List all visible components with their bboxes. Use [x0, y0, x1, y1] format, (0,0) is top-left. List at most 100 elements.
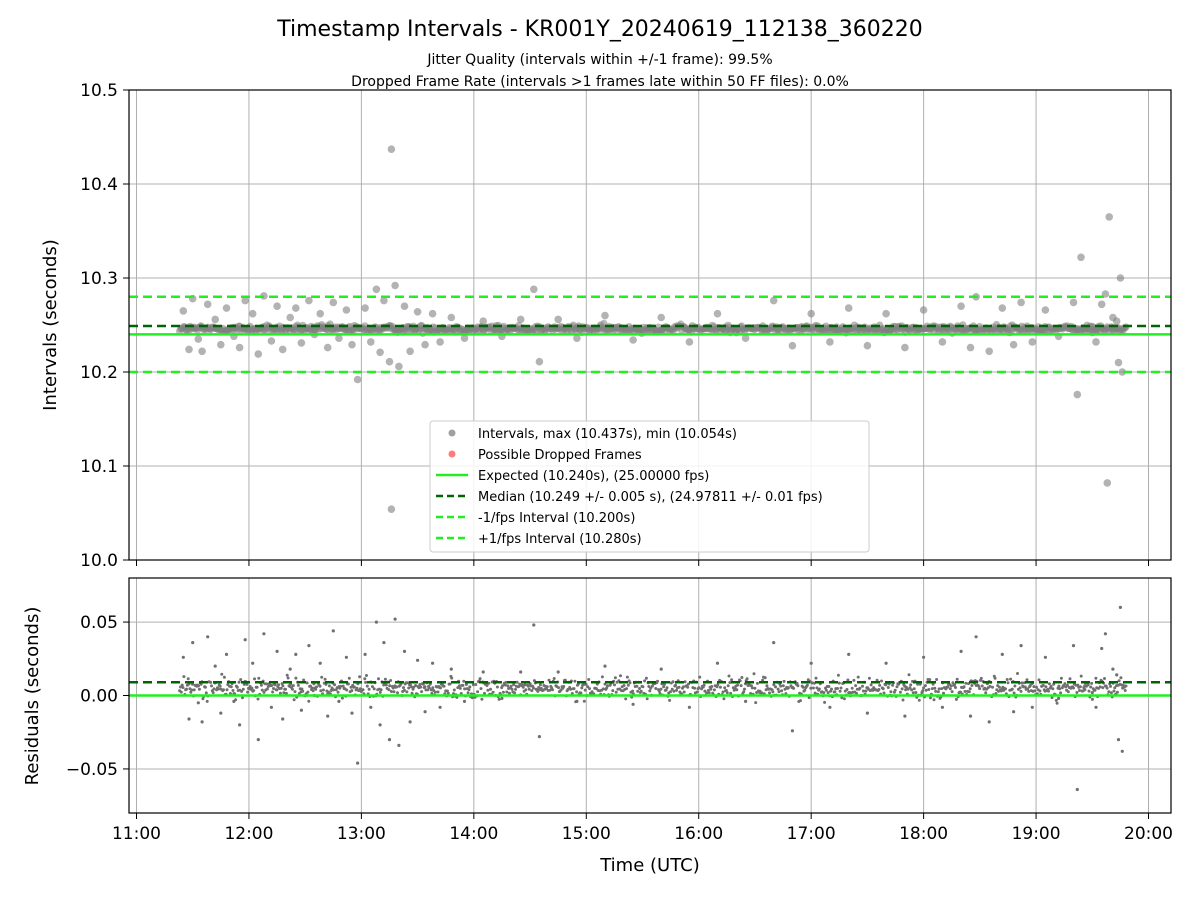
- residual-point: [583, 688, 587, 692]
- residual-point: [963, 690, 967, 693]
- residual-point: [327, 684, 331, 688]
- residuals-reference-lines: [129, 681, 1171, 697]
- interval-point: [222, 304, 231, 312]
- x-tick-label: 18:00: [899, 824, 948, 844]
- residual-point: [500, 696, 504, 701]
- residual-point: [538, 683, 542, 687]
- residual-point: [467, 688, 471, 692]
- residual-point: [1117, 679, 1121, 683]
- residual-point: [548, 688, 552, 692]
- residual-point: [582, 699, 586, 703]
- residual-point: [910, 688, 914, 692]
- residual-point: [436, 690, 440, 694]
- residual-point: [686, 685, 690, 689]
- residual-point: [891, 683, 895, 687]
- residual-point: [519, 670, 523, 674]
- residual-point: [323, 677, 327, 681]
- residual-point: [830, 687, 833, 691]
- residual-point: [361, 688, 365, 692]
- residual-point: [817, 687, 821, 691]
- residual-point: [624, 697, 628, 701]
- residual-point: [369, 705, 373, 709]
- residual-point: [735, 688, 739, 692]
- residual-point: [382, 641, 386, 645]
- residual-point: [955, 677, 959, 681]
- residual-point: [780, 689, 784, 693]
- residual-point: [242, 682, 246, 686]
- residual-point: [626, 683, 630, 687]
- residual-point: [674, 683, 678, 687]
- residual-point: [489, 687, 492, 691]
- residual-point: [856, 675, 860, 679]
- residual-point: [1103, 677, 1106, 680]
- residual-point: [659, 687, 663, 691]
- residual-point: [501, 690, 505, 694]
- residual-point: [464, 683, 468, 686]
- residual-point: [657, 689, 661, 693]
- residual-point: [687, 705, 692, 709]
- residual-point: [485, 684, 489, 687]
- residual-point: [365, 684, 369, 688]
- residual-point: [837, 681, 841, 685]
- residual-point: [721, 690, 725, 694]
- residual-point: [270, 684, 274, 687]
- residual-point: [363, 677, 367, 681]
- residual-point: [222, 675, 226, 679]
- residuals-y-axis-label: Residuals (seconds): [22, 607, 43, 786]
- residual-point: [792, 686, 796, 690]
- residual-point: [1072, 686, 1075, 690]
- residual-point: [405, 690, 409, 694]
- residual-point: [273, 683, 277, 687]
- interval-point: [1028, 338, 1037, 346]
- residual-point: [491, 690, 495, 694]
- interval-point: [376, 348, 384, 357]
- interval-point: [406, 347, 414, 356]
- residual-point: [980, 684, 984, 688]
- residual-point: [1016, 672, 1019, 675]
- interval-point: [1081, 326, 1089, 335]
- residual-point: [186, 677, 190, 681]
- residual-point: [397, 743, 401, 748]
- residual-point: [1044, 685, 1048, 689]
- residuals-panel: −0.050.000.05 11:00 12:00 13:00 14:00 15:00 1…: [22, 577, 1173, 876]
- residual-point: [191, 641, 195, 645]
- residual-point: [662, 682, 666, 686]
- legend-marker: [448, 429, 456, 437]
- residual-point: [716, 683, 720, 687]
- residual-point: [260, 688, 264, 692]
- residual-point: [979, 676, 983, 680]
- interval-point: [342, 306, 351, 314]
- residual-point: [515, 680, 519, 684]
- interval-point: [938, 338, 947, 346]
- residual-point: [395, 685, 399, 689]
- residual-point: [668, 698, 672, 702]
- residual-point: [768, 691, 771, 695]
- residual-point: [722, 697, 726, 701]
- residual-point: [725, 691, 729, 695]
- residual-point: [601, 687, 605, 691]
- residual-point: [284, 691, 288, 695]
- residual-point: [671, 680, 675, 684]
- interval-point: [1105, 213, 1113, 221]
- residual-point: [448, 682, 452, 686]
- interval-point: [316, 309, 325, 318]
- residual-point: [487, 681, 491, 685]
- residual-point: [429, 688, 433, 692]
- residual-point: [336, 690, 340, 694]
- residual-point: [584, 682, 588, 686]
- residual-point: [572, 687, 576, 691]
- residual-point: [1100, 646, 1104, 651]
- interval-point: [1103, 479, 1112, 487]
- interval-point: [428, 309, 437, 318]
- residual-point: [852, 678, 856, 682]
- residual-point: [953, 683, 957, 687]
- residual-point: [1094, 705, 1098, 709]
- residual-point: [1116, 738, 1121, 742]
- residual-point: [514, 687, 517, 691]
- residual-point: [928, 678, 932, 682]
- residual-point: [622, 684, 626, 687]
- residual-point: [414, 684, 418, 687]
- residual-point: [1101, 686, 1105, 690]
- residual-point: [1035, 685, 1038, 689]
- residual-point: [416, 658, 420, 662]
